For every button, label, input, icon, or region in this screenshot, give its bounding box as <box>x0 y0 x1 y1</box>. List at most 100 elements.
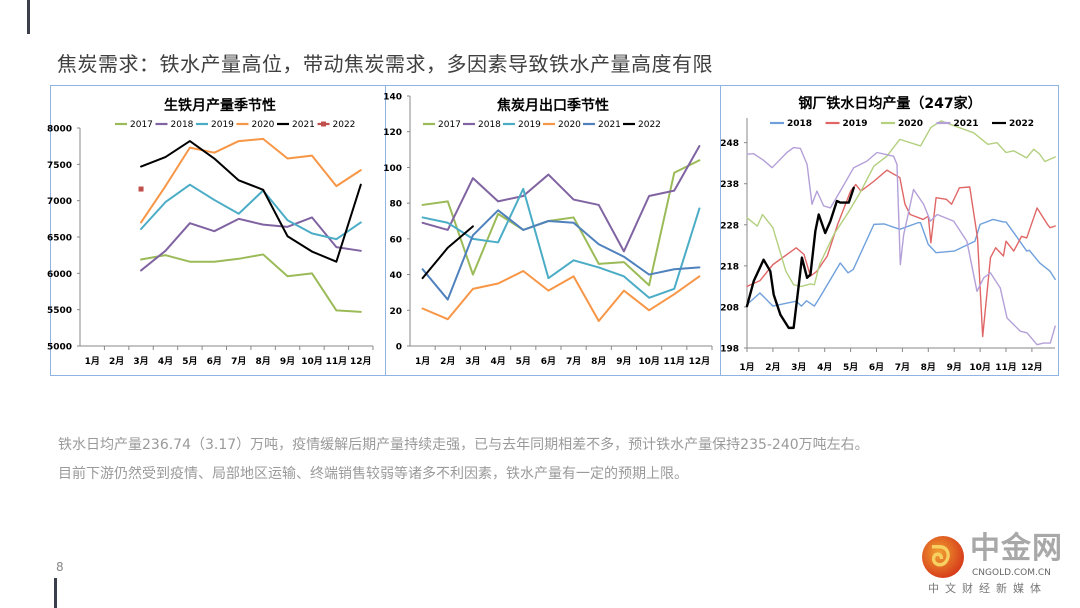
y-tick-label: 248 <box>720 139 739 149</box>
x-tick-label: 9月 <box>616 356 631 367</box>
series-2018-line <box>140 216 362 272</box>
series-2020-line <box>421 270 701 322</box>
y-tick-label: 6500 <box>47 234 72 244</box>
series-2018-line <box>421 145 701 253</box>
legend-label: 2022 <box>1009 119 1034 129</box>
body-paragraph-1: 铁水日均产量236.74（3.17）万吨，疫情缓解后期产量持续走强，已与去年同期… <box>58 437 869 453</box>
x-tick-label: 2月 <box>440 356 455 367</box>
legend-marker <box>321 121 326 127</box>
legend-label: 2018 <box>171 120 194 130</box>
x-tick-label: 3月 <box>465 356 480 367</box>
legend-label: 2019 <box>518 120 541 130</box>
accent-bar-bottom <box>54 578 57 608</box>
x-tick-label: 10月 <box>301 356 323 367</box>
legend-label: 2022 <box>638 120 661 130</box>
chart-panel-hot-metal <box>720 85 1059 376</box>
x-tick-label: 7月 <box>566 356 581 367</box>
legend-label: 2022 <box>333 120 356 130</box>
series-2022-marker <box>138 186 144 192</box>
x-tick-label: 10月 <box>638 356 660 367</box>
x-tick-label: 4月 <box>490 356 505 367</box>
y-tick-label: 40 <box>389 271 402 281</box>
logo-domain: CNGOLD.COM.CN <box>972 568 1051 578</box>
legend-label: 2019 <box>211 120 234 130</box>
y-tick-label: 0 <box>396 343 402 353</box>
chart-title: 生铁月产量季节性 <box>164 97 276 114</box>
chart-title: 钢厂铁水日均产量（247家） <box>798 95 981 112</box>
logo-emblem-icon: ᘐ <box>922 536 964 578</box>
x-tick-label: 9月 <box>947 362 962 373</box>
x-tick-label: 8月 <box>255 356 270 367</box>
legend-label: 2021 <box>292 120 315 130</box>
legend-label: 2020 <box>558 120 581 130</box>
logo-name: 中金网 <box>970 531 1063 566</box>
x-tick-label: 5月 <box>182 356 197 367</box>
x-tick-label: 3月 <box>791 362 806 373</box>
x-tick-label: 11月 <box>326 356 348 367</box>
page-number: 8 <box>56 560 64 574</box>
legend-label: 2019 <box>843 119 868 129</box>
x-tick-label: 3月 <box>133 356 148 367</box>
legend-label: 2017 <box>130 120 153 130</box>
logo-tagline: 中文财经新媒体 <box>928 582 1047 595</box>
x-tick-label: 1月 <box>415 356 430 367</box>
series-2020-line <box>746 120 1056 288</box>
series-2017-line <box>421 159 701 287</box>
y-tick-label: 120 <box>383 128 402 138</box>
x-tick-label: 7月 <box>895 362 910 373</box>
y-tick-label: 60 <box>389 235 402 245</box>
y-tick-label: 8000 <box>47 125 72 135</box>
x-tick-label: 11月 <box>663 356 685 367</box>
x-tick-label: 6月 <box>207 356 222 367</box>
y-tick-label: 198 <box>720 345 739 355</box>
x-tick-label: 12月 <box>689 356 711 367</box>
x-tick-label: 7月 <box>231 356 246 367</box>
page-title: 焦炭需求：铁水产量高位，带动焦炭需求，多因素导致铁水产量高度有限 <box>57 52 713 76</box>
series-2019-line <box>140 183 362 241</box>
x-tick-label: 10月 <box>969 362 991 373</box>
cngold-logo: ᘐ 中金网 CNGOLD.COM.CN 中文财经新媒体 <box>918 532 1068 602</box>
legend-label: 2018 <box>787 119 812 129</box>
x-tick-label: 5月 <box>843 362 858 373</box>
body-paragraph-2: 目前下游仍然受到疫情、局部地区运输、终端销售较弱等诸多不利因素，铁水产量有一定的… <box>58 466 688 482</box>
legend-label: 2021 <box>954 119 979 129</box>
legend-label: 2018 <box>478 120 501 130</box>
chart-panel-pig-iron <box>50 85 386 376</box>
series-2018-line <box>746 218 1056 307</box>
x-tick-label: 12月 <box>1021 362 1043 373</box>
series-2017-line <box>140 253 362 313</box>
y-tick-label: 6000 <box>47 270 72 280</box>
y-tick-label: 7000 <box>47 197 72 207</box>
x-tick-label: 11月 <box>995 362 1017 373</box>
series-2021-line <box>140 140 362 263</box>
x-tick-label: 2月 <box>765 362 780 373</box>
y-tick-label: 100 <box>383 164 402 174</box>
series-2021-line <box>421 209 701 301</box>
x-tick-label: 9月 <box>280 356 295 367</box>
series-2022-line <box>421 225 474 280</box>
y-tick-label: 218 <box>720 262 739 272</box>
y-tick-label: 228 <box>720 221 739 231</box>
x-tick-label: 4月 <box>158 356 173 367</box>
y-tick-label: 80 <box>389 200 402 210</box>
x-tick-label: 2月 <box>109 356 124 367</box>
y-tick-label: 20 <box>389 307 402 317</box>
y-tick-label: 238 <box>720 180 739 190</box>
y-tick-label: 140 <box>383 93 402 103</box>
x-tick-label: 8月 <box>921 362 936 373</box>
x-tick-label: 1月 <box>739 362 754 373</box>
y-tick-label: 5500 <box>47 306 72 316</box>
accent-bar-top <box>27 0 30 34</box>
series-2022-line <box>745 186 855 330</box>
x-tick-label: 1月 <box>85 356 100 367</box>
chart-panel-coke-export <box>385 85 721 376</box>
chart-title: 焦炭月出口季节性 <box>496 97 609 114</box>
series-2021-line <box>746 146 1056 346</box>
x-tick-label: 6月 <box>541 356 556 367</box>
y-tick-label: 7500 <box>47 161 72 171</box>
y-tick-label: 5000 <box>47 343 72 353</box>
x-tick-label: 6月 <box>869 362 884 373</box>
legend-label: 2021 <box>598 120 621 130</box>
legend-label: 2020 <box>252 120 275 130</box>
